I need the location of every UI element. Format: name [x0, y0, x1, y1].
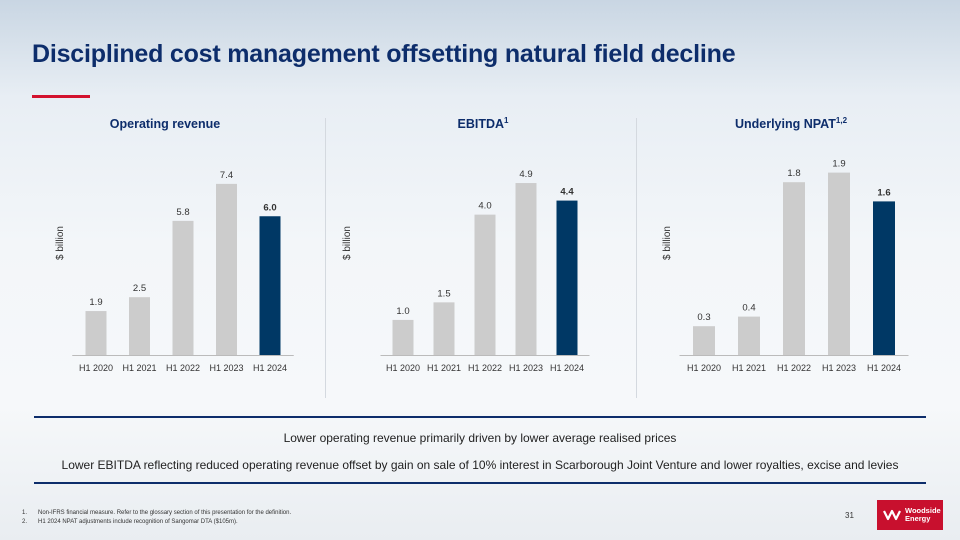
category-label: H1 2021	[732, 363, 766, 373]
data-label: 1.0	[396, 306, 409, 317]
bar	[85, 311, 107, 355]
category-label: H1 2023	[509, 363, 543, 373]
data-label: 7.4	[220, 170, 233, 181]
data-label: 4.4	[560, 187, 574, 198]
category-label: H1 2020	[79, 363, 113, 373]
summary-bottom-rule	[34, 482, 926, 484]
chart-title: Underlying NPAT1,2	[735, 116, 848, 131]
charts-area: Operating revenue $ billion 1.9 H1 2020 2.5 H…	[55, 116, 909, 373]
summary-top-rule	[34, 416, 926, 418]
chart-title-footnote-ref: 1,2	[836, 116, 848, 125]
category-label: H1 2024	[253, 363, 287, 373]
category-label: H1 2021	[427, 363, 461, 373]
chart-divider	[325, 118, 326, 398]
bar	[873, 201, 895, 355]
page-title: Disciplined cost management offsetting n…	[32, 40, 736, 68]
data-label: 1.6	[877, 187, 890, 198]
bar	[129, 297, 150, 355]
data-label: 1.9	[832, 159, 845, 170]
bar	[259, 216, 281, 355]
bar	[172, 220, 194, 355]
category-label: H1 2020	[386, 363, 420, 373]
data-label: 4.9	[519, 169, 532, 180]
data-label: 2.5	[133, 283, 146, 294]
page-number: 31	[845, 511, 854, 520]
bar	[693, 326, 715, 355]
category-label: H1 2023	[822, 363, 856, 373]
bar	[556, 200, 578, 355]
bar	[515, 183, 537, 355]
category-label: H1 2022	[468, 363, 502, 373]
category-label: H1 2024	[867, 363, 901, 373]
category-label: H1 2022	[777, 363, 811, 373]
bar	[433, 302, 455, 355]
data-label: 6.0	[263, 202, 276, 213]
category-label: H1 2022	[166, 363, 200, 373]
key-message-1: Lower operating revenue primarily driven…	[283, 431, 677, 445]
title-accent-rule	[32, 95, 90, 98]
data-label: 4.0	[478, 201, 491, 212]
y-axis-label: $ billion	[55, 226, 66, 260]
y-axis-label: $ billion	[662, 226, 673, 260]
bar	[828, 172, 850, 355]
bar	[216, 183, 237, 355]
category-label: H1 2024	[550, 363, 584, 373]
footnote-2: 2. H1 2024 NPAT adjustments include recog…	[22, 519, 238, 525]
data-label: 1.9	[89, 297, 102, 308]
key-message-2: Lower EBITDA reflecting reduced operatin…	[61, 458, 899, 472]
category-label: H1 2020	[687, 363, 721, 373]
category-label: H1 2021	[122, 363, 156, 373]
chart-title-footnote-ref: 1	[504, 116, 509, 125]
data-label: 5.8	[176, 207, 189, 218]
chart-title: EBITDA1	[458, 116, 510, 131]
bar	[738, 316, 760, 355]
woodside-logo-icon	[883, 509, 901, 521]
chart-title: Operating revenue	[110, 117, 220, 131]
data-label: 1.8	[787, 168, 800, 179]
data-label: 0.4	[742, 303, 755, 314]
data-label: 0.3	[697, 312, 710, 323]
bar	[474, 214, 496, 355]
woodside-logo: Woodside Energy	[877, 500, 943, 530]
data-label: 1.5	[437, 288, 450, 299]
bar	[783, 182, 805, 355]
footnote-1: 1. Non-IFRS financial measure. Refer to t…	[22, 510, 292, 516]
chart-divider	[636, 118, 637, 398]
y-axis-label: $ billion	[342, 226, 353, 260]
bar	[392, 319, 414, 355]
category-label: H1 2023	[209, 363, 243, 373]
footnotes: 1. Non-IFRS financial measure. Refer to t…	[22, 509, 291, 527]
